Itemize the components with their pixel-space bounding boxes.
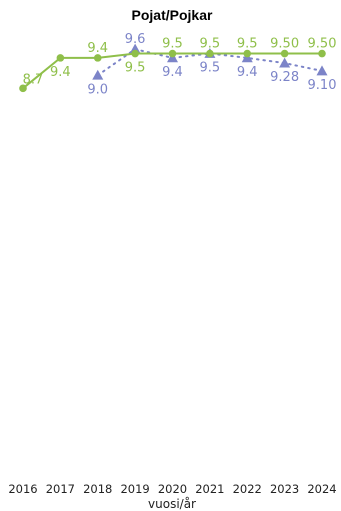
data-label: 9.6 <box>125 32 146 47</box>
data-label: 9.50 <box>308 37 337 52</box>
series-0: 8.7 9.4 9.4 9.5 9.5 9.5 9.5 9.50 9.50 <box>19 37 336 93</box>
data-label: 9.50 <box>270 37 299 52</box>
data-label: 9.28 <box>270 70 299 85</box>
data-point-marker <box>131 49 139 58</box>
data-point-marker <box>92 69 104 80</box>
data-point-marker <box>93 54 102 62</box>
data-point-marker <box>241 52 253 63</box>
x-tick-label: 2018 <box>83 482 112 496</box>
data-point-marker <box>279 57 291 68</box>
x-tick-label: 2022 <box>233 482 262 496</box>
chart-title: Pojat/Pojkar <box>132 7 213 23</box>
x-axis-label: vuosi/år <box>148 497 196 511</box>
series-1: 9.0 9.6 9.4 9.5 9.4 9.28 9.10 <box>87 32 336 97</box>
data-point-marker <box>167 52 178 63</box>
data-label: 9.4 <box>237 65 258 80</box>
data-point-marker <box>56 54 65 62</box>
x-tick-label: 2024 <box>307 482 336 496</box>
x-tick-label: 2016 <box>8 482 37 496</box>
data-label: 9.5 <box>125 61 146 76</box>
data-point-marker <box>280 49 289 58</box>
x-tick-label: 2019 <box>120 482 149 496</box>
x-tick-label: 2017 <box>46 482 75 496</box>
data-label: 9.0 <box>87 82 108 97</box>
data-label: 9.5 <box>200 61 221 76</box>
x-tick-label: 2021 <box>195 482 224 496</box>
data-point-marker <box>243 49 252 58</box>
x-axis-ticks: 2016 2017 2018 2019 2020 2021 2022 2023 2024 <box>8 482 336 496</box>
data-point-marker <box>19 84 27 93</box>
data-label: 9.5 <box>200 37 221 52</box>
data-label: 9.4 <box>50 65 71 80</box>
data-point-marker <box>206 49 214 58</box>
x-tick-label: 2023 <box>270 482 299 496</box>
data-label: 8.7 <box>23 72 44 87</box>
data-label: 9.10 <box>308 78 337 93</box>
x-tick-label: 2020 <box>158 482 187 496</box>
data-label: 9.5 <box>237 37 258 52</box>
data-label: 9.4 <box>162 65 183 80</box>
data-point-marker <box>316 65 328 76</box>
data-point-marker <box>168 49 177 58</box>
data-label: 9.5 <box>162 37 183 52</box>
data-label: 9.4 <box>87 41 108 56</box>
data-point-marker <box>318 49 326 58</box>
plot-area: 9.09.69.4 9.5 9.4 9.289.108.7 9.49.49.59.5 9.… <box>19 32 336 97</box>
